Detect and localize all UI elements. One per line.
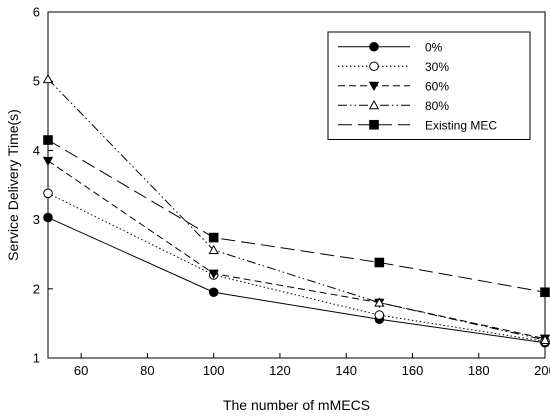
data-point xyxy=(539,334,550,344)
legend-marker xyxy=(369,41,379,52)
series-line xyxy=(47,192,546,342)
data-point xyxy=(208,232,219,243)
data-point xyxy=(208,244,219,254)
series-layer xyxy=(42,73,550,348)
y-axis-title: Service Delivery Time(s) xyxy=(5,109,21,261)
legend-marker xyxy=(369,119,379,130)
data-point xyxy=(42,156,54,167)
plot-border xyxy=(47,11,546,359)
y-tick-label: 3 xyxy=(33,212,40,227)
legend-label: Existing MEC xyxy=(425,118,497,132)
series-0 xyxy=(43,212,550,348)
legend-label: 60% xyxy=(425,79,449,93)
x-axis: 60 80 100 120 140 160 180 200 xyxy=(74,353,550,378)
legend-marker xyxy=(369,61,379,72)
x-tick-label: 100 xyxy=(203,363,225,378)
series-line xyxy=(47,139,546,293)
y-tick-label: 1 xyxy=(33,351,40,366)
x-tick-label: 140 xyxy=(335,363,357,378)
data-point xyxy=(208,287,219,298)
x-tick-label: 200 xyxy=(534,363,550,378)
y-tick-label: 6 xyxy=(33,5,40,20)
data-point xyxy=(208,269,219,279)
x-tick-label: 120 xyxy=(269,363,291,378)
plot-area xyxy=(47,11,546,359)
series-line xyxy=(47,160,546,340)
data-point xyxy=(374,257,385,268)
x-axis-title: The number of mMECS xyxy=(223,397,370,413)
x-tick-label: 160 xyxy=(402,363,424,378)
data-point xyxy=(43,188,53,199)
series-1 xyxy=(43,188,550,347)
legend: 0% 30% 60% 80% Existing MEC xyxy=(327,31,531,140)
series-3 xyxy=(42,73,550,344)
data-point xyxy=(43,212,53,223)
x-tick-label: 60 xyxy=(74,363,88,378)
legend-label: 80% xyxy=(425,99,449,113)
y-tick-label: 2 xyxy=(33,281,40,296)
data-point xyxy=(540,287,550,298)
data-point xyxy=(43,135,53,145)
x-tick-label: 180 xyxy=(468,363,490,378)
y-axis: 1 2 3 4 5 6 xyxy=(33,5,53,366)
x-tick-label: 80 xyxy=(140,363,154,378)
legend-marker xyxy=(368,99,380,110)
y-tick-label: 5 xyxy=(33,74,40,89)
data-point xyxy=(374,297,385,307)
data-point xyxy=(42,73,54,84)
series-4 xyxy=(43,135,550,298)
series-line xyxy=(47,217,546,344)
legend-label: 0% xyxy=(425,40,443,54)
data-point xyxy=(374,310,385,320)
y-tick-label: 4 xyxy=(33,143,40,158)
legend-label: 30% xyxy=(425,60,449,74)
legend-marker xyxy=(368,81,380,92)
